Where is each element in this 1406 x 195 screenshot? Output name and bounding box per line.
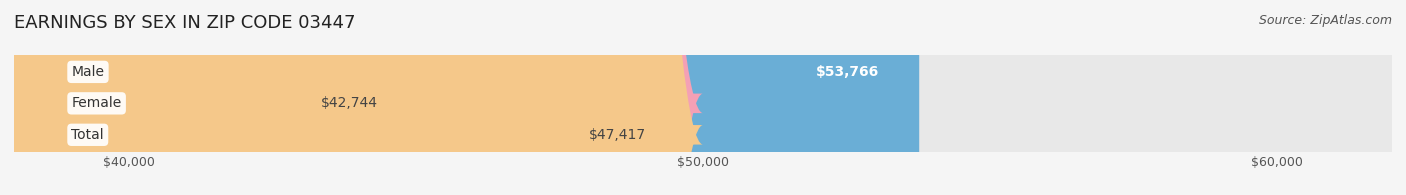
- FancyBboxPatch shape: [14, 0, 1392, 195]
- Text: $53,766: $53,766: [815, 65, 879, 79]
- Text: $47,417: $47,417: [589, 128, 647, 142]
- Text: Male: Male: [72, 65, 104, 79]
- Text: Source: ZipAtlas.com: Source: ZipAtlas.com: [1258, 14, 1392, 27]
- Text: Female: Female: [72, 96, 122, 110]
- FancyBboxPatch shape: [14, 0, 1392, 195]
- Text: $42,744: $42,744: [321, 96, 378, 110]
- Text: EARNINGS BY SEX IN ZIP CODE 03447: EARNINGS BY SEX IN ZIP CODE 03447: [14, 14, 356, 32]
- FancyBboxPatch shape: [14, 0, 920, 195]
- FancyBboxPatch shape: [0, 0, 703, 195]
- FancyBboxPatch shape: [0, 0, 703, 195]
- Text: Total: Total: [72, 128, 104, 142]
- FancyBboxPatch shape: [14, 0, 1392, 195]
